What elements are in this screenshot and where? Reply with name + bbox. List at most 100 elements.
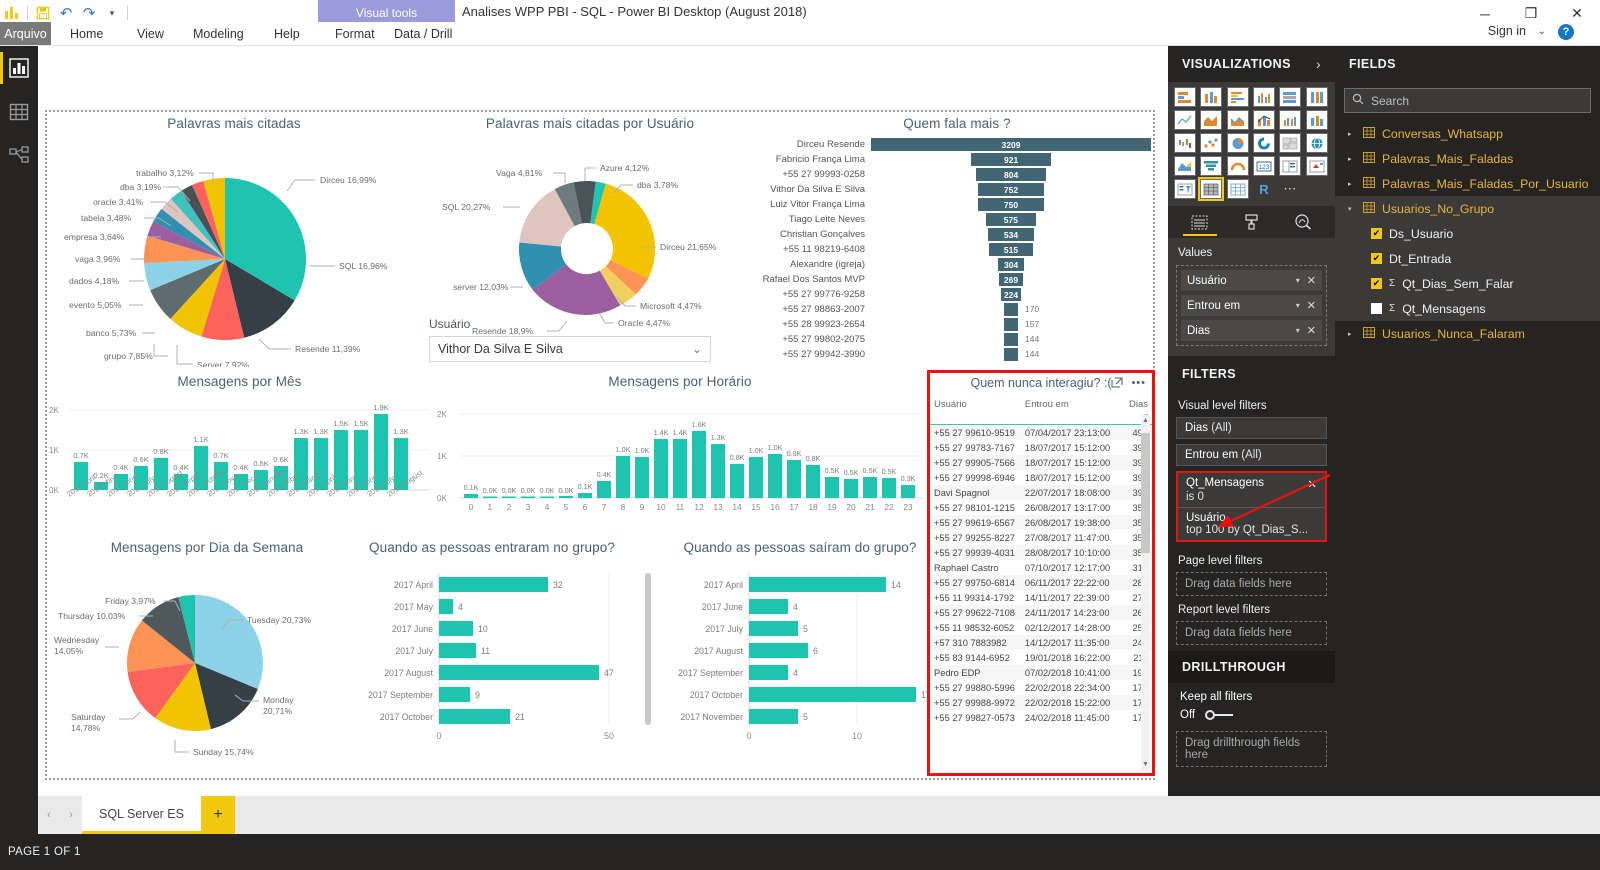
fields-table-palavras_mais_faladas[interactable]: ▸ Palavras_Mais_Faladas <box>1335 146 1600 171</box>
fields-search-box[interactable]: Search <box>1344 88 1591 113</box>
stacked-bar-chart-icon[interactable] <box>1174 87 1196 107</box>
tab-analytics-pane[interactable] <box>1277 206 1329 238</box>
remove-field-icon[interactable]: ✕ <box>1306 325 1316 337</box>
funnel-row[interactable]: Tiago Leite Neves 575 <box>759 212 1151 227</box>
chevron-down-icon[interactable]: ▾ <box>1295 301 1300 310</box>
funnel-row[interactable]: Rafael Dos Santos MVP 269 <box>759 272 1151 287</box>
sidebar-item-report-view[interactable] <box>0 46 38 90</box>
chevron-down-icon[interactable]: ⌄ <box>1537 26 1546 37</box>
well-field-entrou-em[interactable]: Entrou em ▾ ✕ <box>1181 295 1322 316</box>
table-icon[interactable] <box>1198 177 1225 201</box>
field-checkbox[interactable]: ✔ <box>1371 278 1382 289</box>
ribbon-tab-data-drill[interactable]: Data / Drill <box>394 27 453 41</box>
clustered-column-chart-icon[interactable] <box>1253 87 1275 107</box>
visual-mensagens-por-mes[interactable]: Mensagens por Mês 2K 1K 0K <box>47 370 432 538</box>
drillthrough-dropzone[interactable]: Drag drillthrough fields here <box>1176 731 1327 767</box>
table-row[interactable]: Raphael Castro 07/10/2017 12:17:00 315 <box>930 560 1152 575</box>
minimize-button[interactable]: ─ <box>1480 5 1490 22</box>
table-row[interactable]: +55 27 99939-4031 28/08/2017 10:10:00 355 <box>930 545 1152 560</box>
more-visuals-icon[interactable]: ⋯ <box>1283 181 1298 196</box>
funnel-chart-icon[interactable] <box>1200 156 1223 176</box>
card-icon[interactable]: 123 <box>1253 156 1275 176</box>
filled-map-icon[interactable] <box>1174 156 1196 176</box>
save-icon[interactable] <box>35 5 51 21</box>
visual-quem-nunca-interagiu[interactable]: Quem nunca interagiu? :( ••• Usuário Ent… <box>927 370 1155 776</box>
clustered-bar-chart-icon[interactable] <box>1226 87 1249 107</box>
map-icon[interactable] <box>1305 133 1328 153</box>
multi-row-card-icon[interactable] <box>1279 156 1302 176</box>
fields-table-usuarios_no_grupo[interactable]: ▾ Usuarios_No_Grupo <box>1335 196 1600 221</box>
remove-field-icon[interactable]: ✕ <box>1306 300 1316 312</box>
column-header-usuario[interactable]: Usuário <box>934 399 967 410</box>
treemap-icon[interactable] <box>1279 133 1302 153</box>
funnel-row[interactable]: +55 27 99776-9258 224 <box>759 287 1151 302</box>
collapse-pane-chevron-icon[interactable]: › <box>1315 56 1321 72</box>
visual-mensagens-dia-semana[interactable]: Mensagens por Dia da Semana Tuesday 20,7… <box>47 536 367 776</box>
redo-icon[interactable]: ↷ <box>82 5 96 22</box>
visual-mensagens-por-horario[interactable]: Mensagens por Horário 2K 1K 0K <box>435 370 925 538</box>
funnel-row[interactable]: +55 27 99942-3990 144 <box>759 347 1151 362</box>
slicer-usuario[interactable]: Usuário Vithor Da Silva E Silva ⌄ <box>429 317 711 362</box>
expand-triangle-icon[interactable]: ▸ <box>1348 180 1352 188</box>
scroll-down-icon[interactable]: ▼ <box>1142 761 1149 768</box>
close-button[interactable]: ✕ <box>1571 5 1583 21</box>
table-row[interactable]: +55 83 9144-6952 19/01/2018 16:22:00 211 <box>930 650 1152 665</box>
pie-chart-icon[interactable] <box>1226 133 1249 153</box>
field-checkbox[interactable]: ✔ <box>1371 253 1382 264</box>
funnel-row[interactable]: Vithor Da Silva E Silva 752 <box>759 182 1151 197</box>
stacked-area-chart-icon[interactable] <box>1226 110 1249 130</box>
scrollbar-thumb[interactable] <box>1141 433 1150 553</box>
kpi-icon[interactable] <box>1305 156 1328 176</box>
100-stacked-bar-chart-icon[interactable] <box>1279 87 1302 107</box>
table-scrollbar[interactable]: ▲ ▼ <box>1141 415 1150 771</box>
customize-quick-access-icon[interactable]: ▾ <box>109 7 115 18</box>
table-row[interactable]: +55 27 99622-7108 24/11/2017 14:23:00 267 <box>930 605 1152 620</box>
funnel-row[interactable]: Dirceu Resende 3209 <box>759 137 1151 152</box>
help-icon[interactable]: ? <box>1558 24 1574 40</box>
ribbon-tab-view[interactable]: View <box>137 27 164 41</box>
line-chart-icon[interactable] <box>1174 110 1196 130</box>
visual-scrollbar[interactable] <box>645 573 651 725</box>
more-options-icon[interactable]: ••• <box>1131 377 1146 389</box>
ribbon-tab-home[interactable]: Home <box>70 27 104 41</box>
matrix-icon[interactable] <box>1226 179 1249 199</box>
scroll-up-icon[interactable]: ▲ <box>1142 417 1149 424</box>
funnel-row[interactable]: Christian Gonçalves 534 <box>759 227 1151 242</box>
keep-all-filters-toggle-row[interactable]: Off <box>1168 705 1335 729</box>
filter-card-dias[interactable]: Dias (All) <box>1176 417 1327 439</box>
r-script-visual-icon[interactable]: R <box>1259 181 1269 197</box>
keep-all-filters-toggle[interactable] <box>1205 710 1234 720</box>
table-row[interactable]: +55 27 99880-5996 22/02/2018 22:34:00 177 <box>930 680 1152 695</box>
table-row[interactable]: +55 27 99750-6814 06/11/2017 22:22:00 285 <box>930 575 1152 590</box>
filter-card-entrou-em[interactable]: Entrou em (All) <box>1176 444 1327 466</box>
area-chart-icon[interactable] <box>1200 110 1223 130</box>
sign-in-link[interactable]: Sign in <box>1487 24 1526 38</box>
well-field-dias[interactable]: Dias ▾ ✕ <box>1181 320 1322 341</box>
slicer-dropdown[interactable]: Vithor Da Silva E Silva ⌄ <box>429 336 711 362</box>
fields-item-qt_dias_sem_falar[interactable]: ✔ Σ Qt_Dias_Sem_Falar <box>1335 271 1600 296</box>
table-row[interactable]: Pedro EDP 07/02/2018 10:41:00 192 <box>930 665 1152 680</box>
fields-table-conversas_whatsapp[interactable]: ▸ Conversas_Whatsapp <box>1335 121 1600 146</box>
ribbon-tab-modeling[interactable]: Modeling <box>193 27 244 41</box>
collapse-triangle-icon[interactable]: ▾ <box>1348 205 1352 213</box>
fields-item-dt_entrada[interactable]: ✔ Dt_Entrada <box>1335 246 1600 271</box>
tab-fields-pane[interactable] <box>1174 206 1226 238</box>
waterfall-chart-icon[interactable] <box>1174 133 1196 153</box>
funnel-row[interactable]: +55 27 99993-0258 804 <box>759 167 1151 182</box>
ribbon-tab-help[interactable]: Help <box>274 27 300 41</box>
stacked-column-chart-icon[interactable] <box>1200 87 1223 107</box>
table-row[interactable]: +55 27 99998-6946 18/07/2017 15:12:00 396 <box>930 470 1152 485</box>
visual-quando-entraram[interactable]: Quando as pessoas entraram no grupo? 201… <box>337 536 647 776</box>
table-row[interactable]: +55 27 99610-9519 07/04/2017 23:13:00 498 <box>930 425 1152 440</box>
page-level-filters-dropzone[interactable]: Drag data fields here <box>1176 572 1327 596</box>
table-row[interactable]: Davi Spagnol 22/07/2017 18:08:00 392 <box>930 485 1152 500</box>
table-row[interactable]: +55 27 99988-9972 22/02/2018 15:22:00 177 <box>930 695 1152 710</box>
fields-search-input[interactable]: Search <box>1371 93 1410 108</box>
table-row[interactable]: +55 27 99827-0573 24/02/2018 11:45:00 175 <box>930 710 1152 725</box>
chevron-down-icon[interactable]: ▾ <box>1295 326 1300 335</box>
donut-chart-icon[interactable] <box>1253 133 1275 153</box>
next-page-icon[interactable]: › <box>69 809 73 821</box>
tab-format-pane[interactable] <box>1226 206 1278 238</box>
table-row[interactable]: +55 27 98101-1215 26/08/2017 13:17:00 357 <box>930 500 1152 515</box>
gauge-chart-icon[interactable] <box>1226 156 1249 176</box>
